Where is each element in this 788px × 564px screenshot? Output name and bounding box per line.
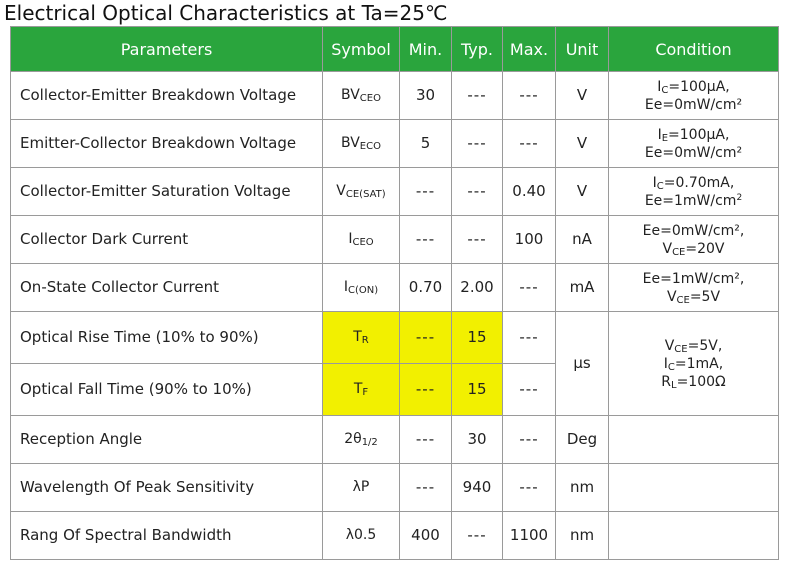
page-title: Electrical Optical Characteristics at Ta… [4,1,448,25]
typ-cell: --- [451,215,503,264]
symbol-cell: IC(ON) [322,263,400,312]
condition-cell: IC=0.70mA, Ee=1mW/cm2 [608,167,779,216]
unit-cell: Deg [555,415,609,464]
max-cell: --- [502,363,556,416]
unit-cell: nm [555,511,609,560]
param-cell: Emitter-Collector Breakdown Voltage [10,119,323,168]
max-cell: --- [502,119,556,168]
param-cell: Rang Of Spectral Bandwidth [10,511,323,560]
header-row: Parameters Symbol Min. Typ. Max. Unit Co… [10,26,779,72]
condition-cell: IE=100μA, Ee=0mW/cm² [608,119,779,168]
min-cell: --- [399,363,452,416]
min-cell: --- [399,311,452,364]
condition-cell [608,511,779,560]
characteristics-table: Parameters Symbol Min. Typ. Max. Unit Co… [10,26,779,560]
condition-cell [608,463,779,512]
typ-cell: 15 [451,363,503,416]
unit-cell: V [555,119,609,168]
header-max: Max. [502,26,556,72]
max-cell: --- [502,463,556,512]
condition-cell: Ee=1mW/cm², VCE=5V [608,263,779,312]
max-cell: --- [502,415,556,464]
timing-condition-cell: VCE=5V, IC=1mA, RL=100Ω [608,311,779,416]
header-min: Min. [399,26,452,72]
max-cell: --- [502,71,556,120]
table-row: Collector Dark Current ICEO --- --- 100 … [10,215,779,264]
table-row: Wavelength Of Peak Sensitivity λP --- 94… [10,463,779,512]
highlighted-param: Optical Fall Time (90% to 10%) [10,379,260,400]
min-cell: --- [399,215,452,264]
timing-unit-cell: μs [555,311,609,416]
table-row: Emitter-Collector Breakdown Voltage BVEC… [10,119,779,168]
param-cell: Optical Fall Time (90% to 10%) [10,363,323,416]
header-parameters: Parameters [10,26,323,72]
table-row: On-State Collector Current IC(ON) 0.70 2… [10,263,779,312]
header-symbol: Symbol [322,26,400,72]
min-cell: 5 [399,119,452,168]
table-row: Reception Angle 2θ1/2 --- 30 --- Deg [10,415,779,464]
param-cell: Collector-Emitter Breakdown Voltage [10,71,323,120]
param-cell: Optical Rise Time (10% to 90%) [10,311,323,364]
min-cell: --- [399,415,452,464]
symbol-cell: λP [322,463,400,512]
typ-cell: --- [451,119,503,168]
max-cell: --- [502,263,556,312]
symbol-cell: λ0.5 [322,511,400,560]
symbol-cell: TR [322,311,400,364]
symbol-cell: BVCEO [322,71,400,120]
max-cell: 100 [502,215,556,264]
symbol-cell: TF [322,363,400,416]
unit-cell: V [555,71,609,120]
condition-cell [608,415,779,464]
param-cell: Collector-Emitter Saturation Voltage [10,167,323,216]
highlighted-param: Optical Rise Time (10% to 90%) [10,327,267,348]
symbol-cell: VCE(SAT) [322,167,400,216]
symbol-cell: 2θ1/2 [322,415,400,464]
condition-cell: Ee=0mW/cm², VCE=20V [608,215,779,264]
unit-cell: nA [555,215,609,264]
max-cell: 1100 [502,511,556,560]
max-cell: --- [502,311,556,364]
unit-cell: mA [555,263,609,312]
table-row: Collector-Emitter Saturation Voltage VCE… [10,167,779,216]
header-condition: Condition [608,26,779,72]
typ-cell: --- [451,167,503,216]
min-cell: --- [399,167,452,216]
table-row: Rang Of Spectral Bandwidth λ0.5 400 --- … [10,511,779,560]
min-cell: 30 [399,71,452,120]
param-cell: Collector Dark Current [10,215,323,264]
typ-cell: 15 [451,311,503,364]
header-unit: Unit [555,26,609,72]
table-row: Collector-Emitter Breakdown Voltage BVCE… [10,71,779,120]
highlighted-unit: μs [563,353,600,374]
min-cell: --- [399,463,452,512]
symbol-cell: BVECO [322,119,400,168]
typ-cell: 940 [451,463,503,512]
symbol-cell: ICEO [322,215,400,264]
param-cell: Wavelength Of Peak Sensitivity [10,463,323,512]
typ-cell: 2.00 [451,263,503,312]
typ-cell: --- [451,511,503,560]
table-row: Optical Rise Time (10% to 90%) TR --- 15… [10,311,779,416]
table-row: Optical Fall Time (90% to 10%) TF --- 15… [10,363,779,416]
typ-cell: --- [451,71,503,120]
header-typ: Typ. [451,26,503,72]
min-cell: 0.70 [399,263,452,312]
typ-cell: 30 [451,415,503,464]
param-cell: On-State Collector Current [10,263,323,312]
condition-cell: IC=100μA, Ee=0mW/cm² [608,71,779,120]
param-cell: Reception Angle [10,415,323,464]
min-cell: 400 [399,511,452,560]
max-cell: 0.40 [502,167,556,216]
unit-cell: nm [555,463,609,512]
unit-cell: V [555,167,609,216]
